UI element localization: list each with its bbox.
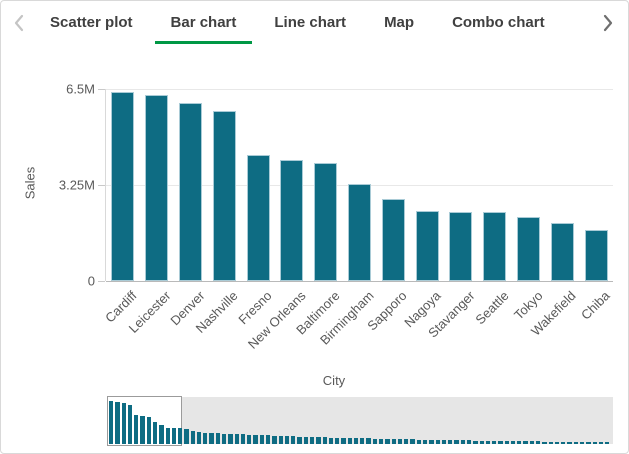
- navigator-track[interactable]: [107, 397, 613, 444]
- next-tab-button[interactable]: [598, 13, 618, 35]
- bar-birmingham[interactable]: [348, 184, 371, 281]
- navigator-window[interactable]: [107, 396, 182, 446]
- bar-fresno[interactable]: [246, 155, 270, 281]
- tab-scatter-plot[interactable]: Scatter plot: [50, 14, 133, 31]
- chevron-right-icon: [602, 13, 614, 36]
- bar-leicester[interactable]: [145, 95, 169, 281]
- bar-chiba[interactable]: [584, 229, 608, 281]
- bar-tokyo[interactable]: [517, 216, 540, 281]
- y-tick-label: 3.25M: [58, 177, 95, 193]
- y-tick-mark: [98, 281, 105, 282]
- y-gridline: [106, 89, 613, 90]
- y-tick-mark: [98, 185, 105, 186]
- bar-wakefield[interactable]: [550, 222, 574, 281]
- y-axis-line: [105, 89, 106, 281]
- bar-new-orleans[interactable]: [280, 159, 304, 281]
- chevron-left-icon: [13, 13, 25, 36]
- x-axis-baseline: [106, 281, 613, 282]
- x-axis-title: City: [322, 373, 346, 388]
- bar-denver[interactable]: [179, 102, 202, 281]
- y-tick-label: 0: [87, 273, 95, 289]
- tab-line-chart[interactable]: Line chart: [274, 14, 347, 31]
- tab-bar-chart[interactable]: Bar chart: [154, 14, 253, 44]
- bar-cardiff[interactable]: [111, 91, 135, 281]
- y-tick-label: 6.5M: [66, 81, 95, 97]
- tab-map[interactable]: Map: [384, 14, 415, 31]
- bar-sapporo[interactable]: [381, 198, 405, 281]
- bar-baltimore[interactable]: [314, 162, 338, 281]
- bar-nashville[interactable]: [212, 111, 236, 281]
- y-tick-mark: [98, 89, 105, 90]
- tab-combo-chart[interactable]: Combo chart: [452, 14, 545, 31]
- bar-seattle[interactable]: [483, 212, 507, 281]
- bar-nagoya[interactable]: [415, 210, 439, 281]
- bar-stavanger[interactable]: [449, 211, 473, 281]
- tab-bar: Scatter plot Bar chart Line chart Map Combo …: [50, 14, 545, 44]
- prev-tab-button[interactable]: [9, 13, 29, 35]
